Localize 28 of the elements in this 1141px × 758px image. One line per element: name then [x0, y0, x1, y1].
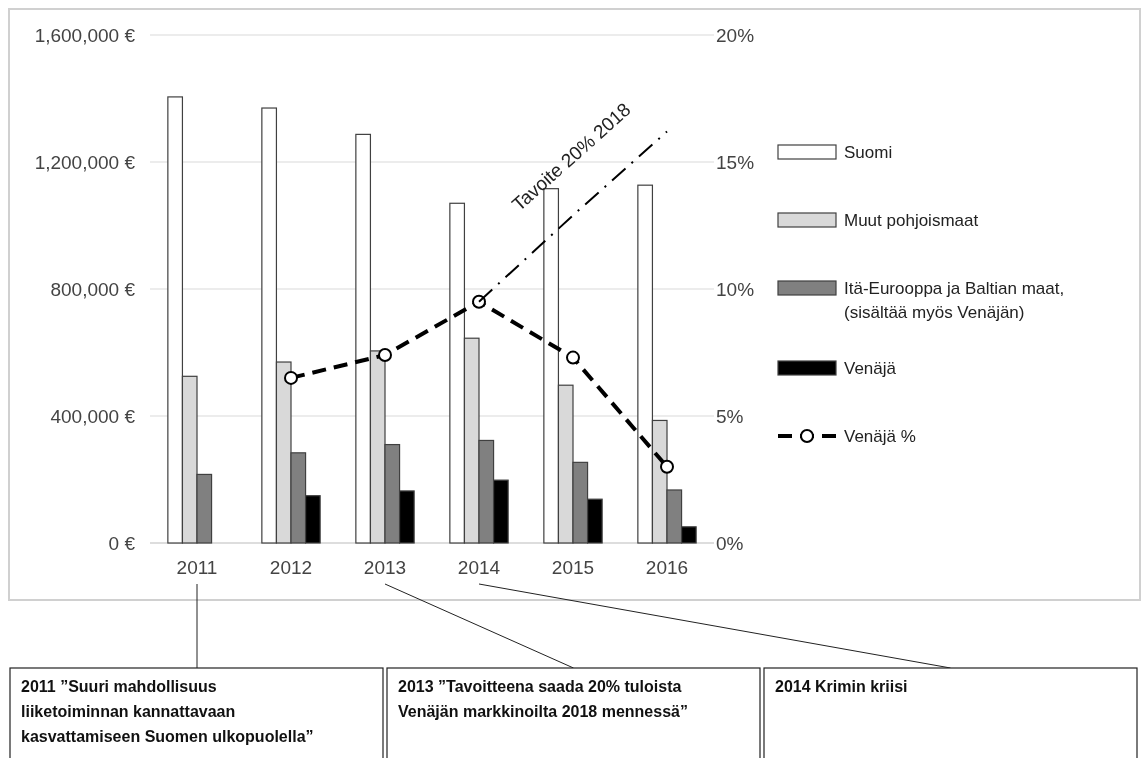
x-tick-label: 2015	[551, 557, 595, 578]
point	[284, 370, 298, 385]
point	[660, 459, 674, 474]
y2-tick-label: 15%	[716, 151, 755, 173]
y-tick-label: 400,000 €	[50, 405, 136, 427]
text: 2013 ”Tavoitteena saada 20% tuloista Venäjän markkinoilta 2018 mennessä”	[398, 678, 688, 720]
point	[378, 348, 392, 363]
x-tick-label: 2011	[176, 557, 218, 578]
y-tick-label: 800,000 €	[50, 278, 136, 300]
y-tick-label: 1,200,000 €	[34, 151, 136, 173]
legend-label: Venäjä	[844, 358, 897, 378]
text: 2014 Krimin kriisi	[775, 678, 908, 695]
y2-tick-label: 5%	[716, 405, 744, 427]
y2-tick-label: 0%	[716, 532, 744, 554]
y2-tick-label: 10%	[716, 278, 755, 300]
legend-label: Venäjä %	[844, 426, 916, 446]
legend-label: Itä-Eurooppa ja Baltian maat, (sisältää myös Venäjän)	[844, 278, 1065, 322]
y2-tick-label: 20%	[716, 24, 755, 46]
point	[566, 350, 580, 365]
x-tick-label: 2012	[269, 557, 313, 578]
x-tick-label: 2013	[363, 557, 407, 578]
y-tick-label: 0 €	[108, 532, 136, 554]
legend-label: Muut pohjoismaat	[844, 210, 979, 230]
y-tick-label: 1,600,000 €	[34, 24, 136, 46]
text: 2011 ”Suuri mahdollisuus liiketoiminnan kannattavaan kasvattamiseen Suomen ulkopuolella”	[21, 678, 314, 745]
x-tick-label: 2014	[457, 557, 501, 578]
legend-label: Suomi	[844, 142, 893, 162]
x-tick-label: 2016	[645, 557, 689, 578]
